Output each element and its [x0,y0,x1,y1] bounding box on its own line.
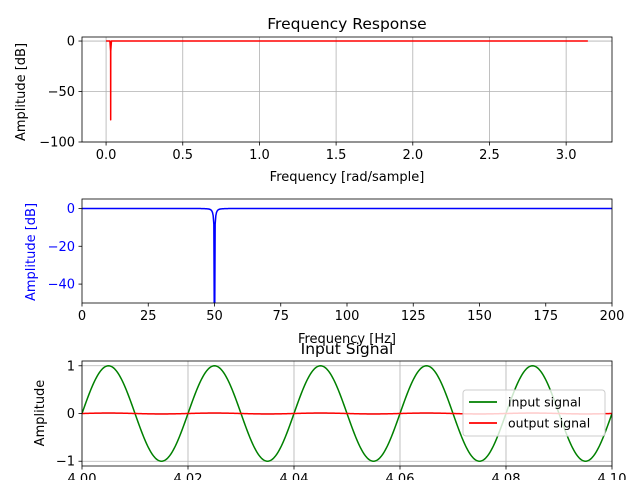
series-line-hz-response [82,207,612,303]
series-line-response [106,40,588,121]
y-tick-label: −1 [56,455,75,470]
x-tick-label: 0.0 [96,148,117,163]
legend: input signal output signal [462,389,606,437]
x-axis-label: Frequency [Hz] [298,332,396,347]
x-tick-label: 4.10 [598,472,627,480]
y-tick-label: 0 [67,202,75,217]
x-tick-label: 3.0 [556,148,577,163]
legend-frame [462,389,606,437]
x-tick-label: 1.0 [249,148,270,163]
x-axis-label: Frequency [rad/sample] [270,170,425,185]
y-tick-label: 1 [67,359,75,374]
x-tick-label: 2.0 [402,148,423,163]
plot-area [106,40,588,121]
y-tick-label: 0 [67,407,75,422]
frequency-hz-axes: 0 25 50 75 100 125 150 175 200 0 −20 −40 Frequency [… [24,198,625,347]
input-signal-axes: 4.00 4.02 4.04 4.06 4.08 4.10 1 0 −1 input signal… [33,340,626,480]
x-tick-label: 1.5 [326,148,347,163]
x-tick-label: 200 [600,309,625,324]
frequency-response-axes: 0.0 0.5 1.0 1.5 2.0 2.5 3.0 0 −50 −100 Frequency R… [14,15,613,185]
y-axis-label: Amplitude [33,380,48,447]
chart-title: Frequency Response [267,15,426,33]
x-tick-label: 175 [533,309,558,324]
legend-label: output signal [508,416,590,431]
x-tick-label: 2.5 [479,148,500,163]
x-tick-label: 4.06 [386,472,415,480]
y-tick-label: −100 [39,136,75,151]
x-tick-label: 4.08 [492,472,521,480]
y-tick-label: −20 [48,240,75,255]
x-tick-label: 50 [206,309,223,324]
x-tick-label: 4.00 [68,472,97,480]
x-tick-label: 0 [78,309,86,324]
y-tick-label: −50 [48,85,75,100]
legend-label: input signal [508,395,581,410]
axes-frame [81,198,613,304]
plot-area [82,207,612,303]
x-tick-label: 0.5 [172,148,193,163]
x-tick-label: 150 [467,309,492,324]
x-tick-label: 75 [272,309,289,324]
chart-title: Input Signal [301,340,394,358]
y-tick-label: 0 [67,35,75,50]
x-tick-label: 25 [140,309,157,324]
x-tick-label: 4.02 [174,472,203,480]
x-tick-label: 100 [335,309,360,324]
x-tick-label: 125 [401,309,426,324]
y-axis-label: Amplitude [dB] [24,203,39,301]
axes-frame [81,36,613,143]
y-tick-label: −40 [48,278,75,293]
y-axis-label: Amplitude [dB] [14,43,29,141]
x-tick-label: 4.04 [280,472,309,480]
